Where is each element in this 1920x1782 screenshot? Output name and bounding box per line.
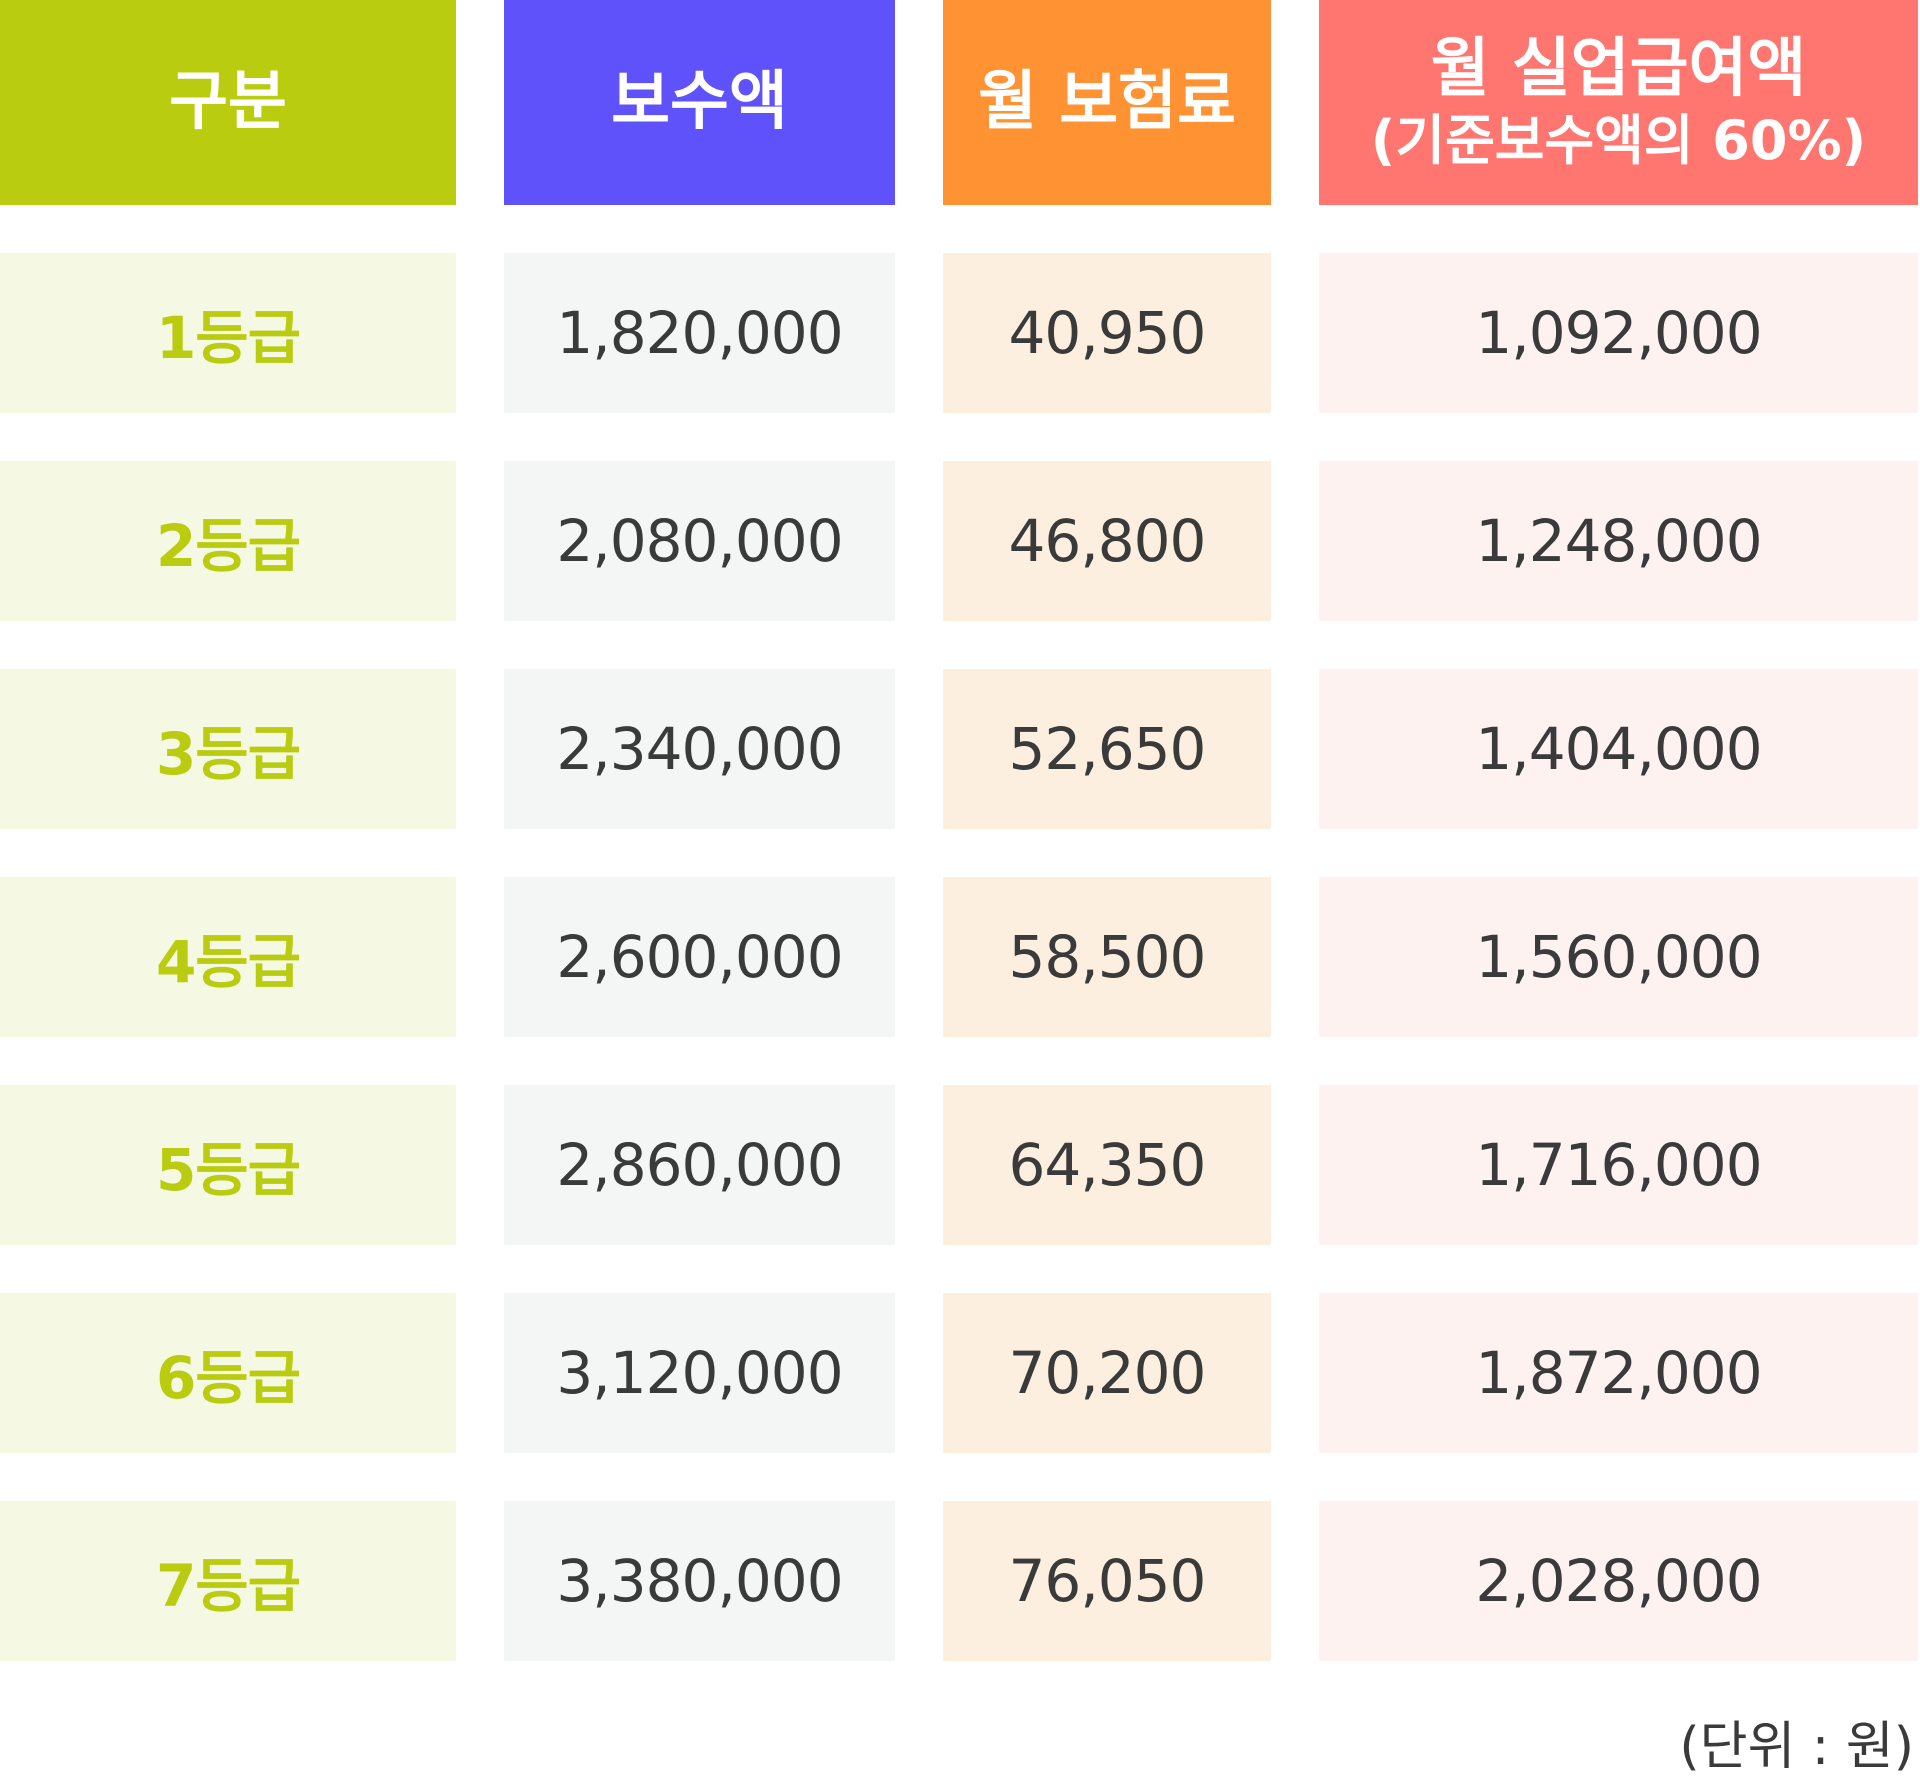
row-1-premium: 40,950	[943, 253, 1271, 413]
row-2-salary: 2,080,000	[504, 461, 895, 621]
row-3-salary: 2,340,000	[504, 669, 895, 829]
row-5-premium: 64,350	[943, 1085, 1271, 1245]
row-1-salary: 1,820,000	[504, 253, 895, 413]
row-1-grade: 1등급	[0, 253, 456, 413]
header-salary: 보수액	[504, 0, 895, 205]
row-4-premium: 58,500	[943, 877, 1271, 1037]
insurance-grade-table: 구분 보수액 월 보험료 월 실업급여액 (기준보수액의 60%) 1등급 1,…	[0, 0, 1918, 1661]
row-5-grade: 5등급	[0, 1085, 456, 1245]
row-7-benefit: 2,028,000	[1319, 1501, 1918, 1661]
header-monthly-benefit: 월 실업급여액 (기준보수액의 60%)	[1319, 0, 1918, 205]
header-benefit-subtitle: (기준보수액의 60%)	[1370, 109, 1867, 173]
row-3-benefit: 1,404,000	[1319, 669, 1918, 829]
row-7-grade: 7등급	[0, 1501, 456, 1661]
row-7-salary: 3,380,000	[504, 1501, 895, 1661]
row-2-premium: 46,800	[943, 461, 1271, 621]
row-6-grade: 6등급	[0, 1293, 456, 1453]
header-grade: 구분	[0, 0, 456, 205]
row-5-salary: 2,860,000	[504, 1085, 895, 1245]
row-6-premium: 70,200	[943, 1293, 1271, 1453]
row-5-benefit: 1,716,000	[1319, 1085, 1918, 1245]
unit-note: (단위 : 원)	[1679, 1717, 1914, 1777]
row-6-benefit: 1,872,000	[1319, 1293, 1918, 1453]
row-4-grade: 4등급	[0, 877, 456, 1037]
row-2-grade: 2등급	[0, 461, 456, 621]
row-3-grade: 3등급	[0, 669, 456, 829]
header-benefit-title: 월 실업급여액	[1430, 31, 1807, 106]
row-7-premium: 76,050	[943, 1501, 1271, 1661]
row-4-salary: 2,600,000	[504, 877, 895, 1037]
row-2-benefit: 1,248,000	[1319, 461, 1918, 621]
row-1-benefit: 1,092,000	[1319, 253, 1918, 413]
row-6-salary: 3,120,000	[504, 1293, 895, 1453]
row-3-premium: 52,650	[943, 669, 1271, 829]
row-4-benefit: 1,560,000	[1319, 877, 1918, 1037]
header-monthly-premium: 월 보험료	[943, 0, 1271, 205]
